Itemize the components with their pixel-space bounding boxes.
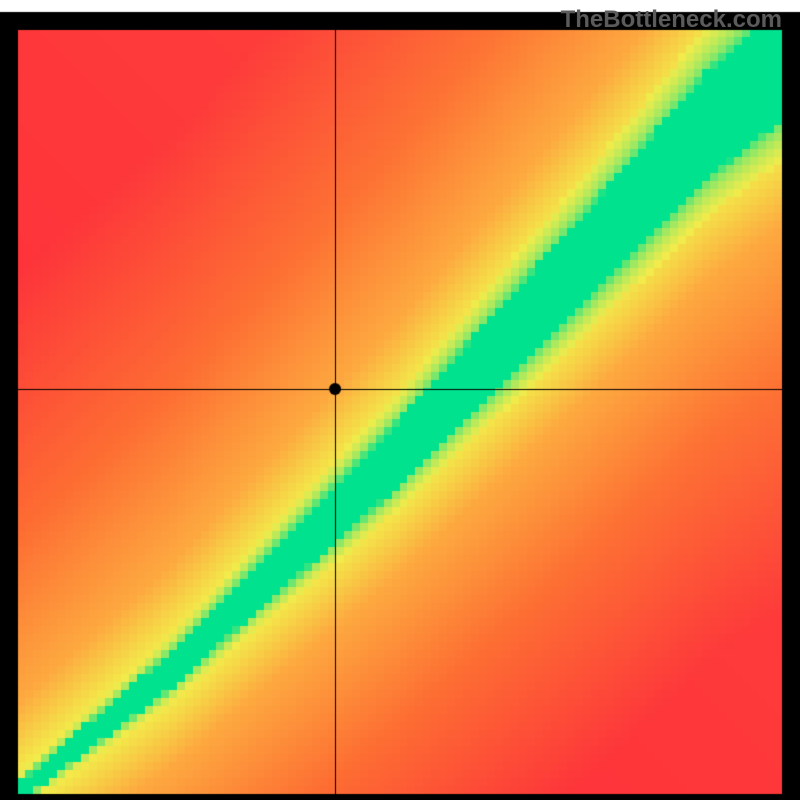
bottleneck-heatmap-canvas	[0, 0, 800, 800]
watermark-text: TheBottleneck.com	[561, 6, 782, 34]
chart-stage: TheBottleneck.com	[0, 0, 800, 800]
